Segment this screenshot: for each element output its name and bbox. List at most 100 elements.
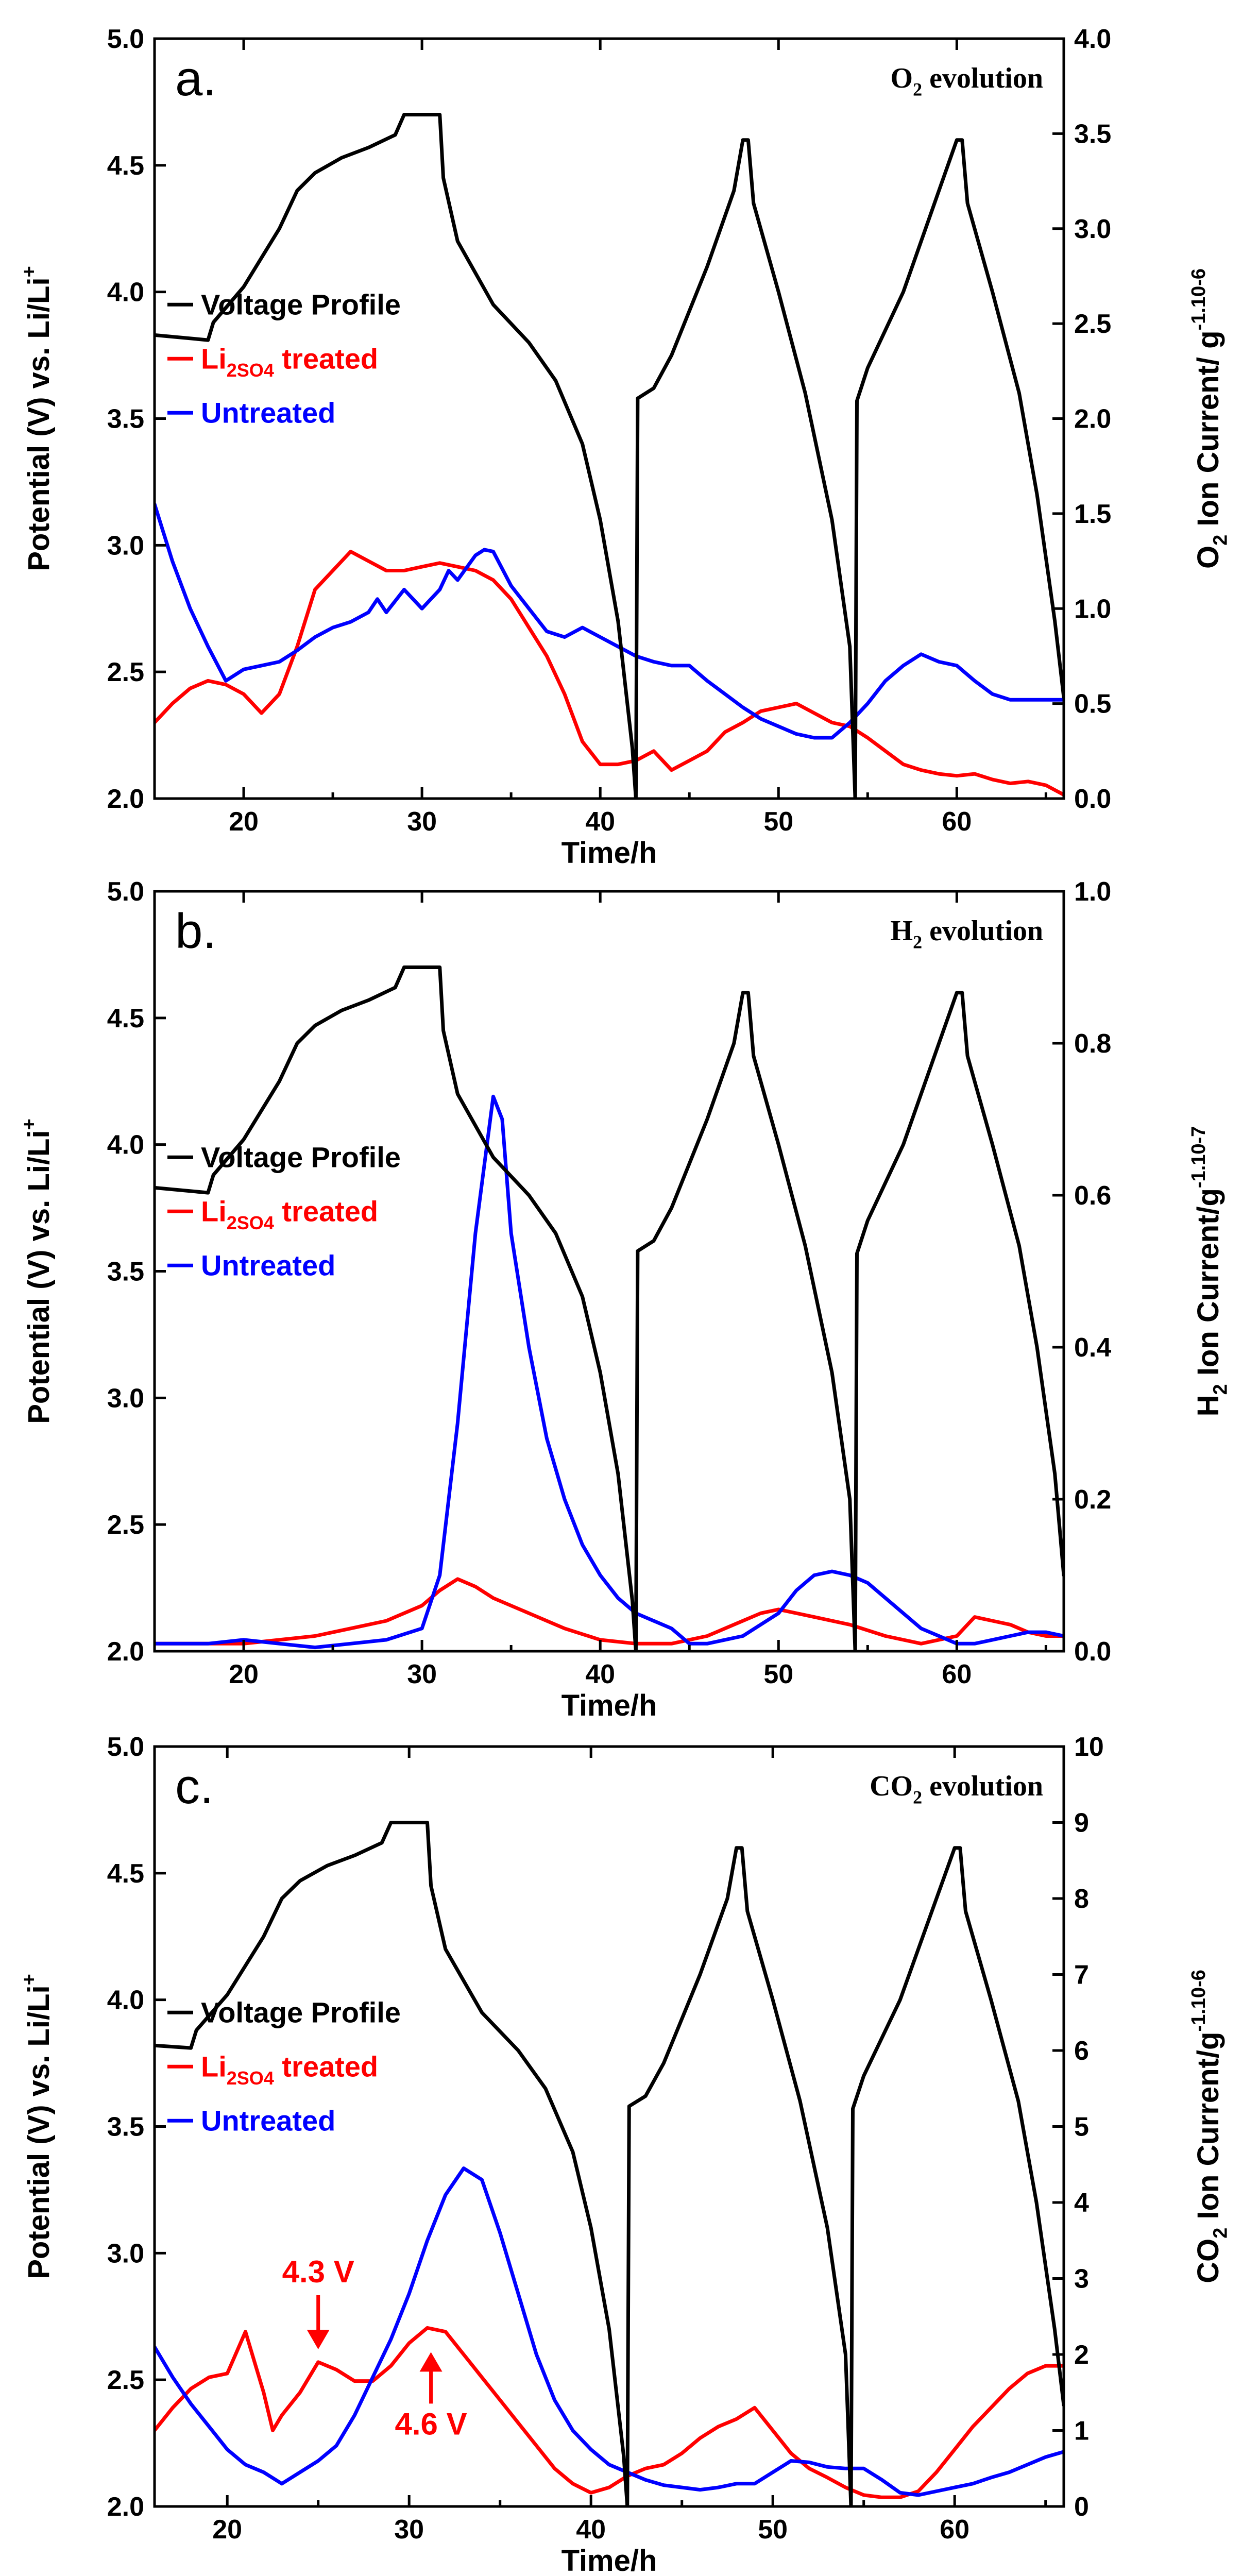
untreated-line <box>155 1094 1064 1650</box>
panel-title: CO2 evolution <box>870 1770 1043 1808</box>
chart-panel-2: 20 30 40 50 60 2.0 2.5 3.0 3.5 4.0 4.5 5.0 0.0 0.2 0.4… <box>19 877 1231 1722</box>
y-right-axis-title: H2 Ion Current/g-1.10-7 <box>1188 1126 1231 1417</box>
annotation-label: 4.6 V <box>395 2406 467 2441</box>
treated-line <box>155 1577 1064 1646</box>
y-left-tick-label: 3.0 <box>107 1383 144 1413</box>
x-tick-label: 50 <box>758 2515 788 2545</box>
y-right-tick-label: 0.0 <box>1074 1637 1111 1667</box>
panel-label: a. <box>175 51 216 106</box>
y-left-tick-label: 2.5 <box>107 2365 144 2395</box>
panel-label: c. <box>175 1759 214 1814</box>
legend-voltage-profile-label: Voltage Profile <box>201 288 401 320</box>
y-right-tick-label: 8 <box>1074 1884 1089 1914</box>
y-right-tick-label: 3 <box>1074 2264 1089 2294</box>
chart-panel-3: 20 30 40 50 60 2.0 2.5 3.0 3.5 4.0 4.5 5.0 0 1 2 3 4 5 6 7 8… <box>19 1732 1231 2576</box>
y-left-axis-title: Potential (V) vs. Li/Li+ <box>19 1974 56 2279</box>
y-left-tick-label: 3.0 <box>107 2239 144 2268</box>
y-left-tick-label: 2.5 <box>107 1510 144 1540</box>
untreated-line <box>155 502 1064 740</box>
y-right-tick-label: 1.0 <box>1074 877 1111 907</box>
y-right-tick-label: 10 <box>1074 1732 1104 1762</box>
y-right-tick-label: 3.5 <box>1074 119 1111 149</box>
x-tick-label: 50 <box>763 807 793 837</box>
y-left-tick-label: 4.0 <box>107 278 144 308</box>
y-left-tick-label: 4.0 <box>107 1986 144 2015</box>
legend-voltage-profile-label: Voltage Profile <box>201 1141 401 1173</box>
legend-untreated-label: Untreated <box>201 2104 335 2137</box>
y-left-tick-label: 5.0 <box>107 877 144 907</box>
x-axis-title: Time/h <box>562 2544 657 2576</box>
y-right-tick-label: 3.0 <box>1074 214 1111 244</box>
y-left-tick-label: 3.5 <box>107 1257 144 1287</box>
x-tick-label: 30 <box>407 1659 437 1689</box>
panel-label: b. <box>175 904 216 959</box>
y-right-tick-label: 0.5 <box>1074 689 1111 719</box>
voltage-profile-line <box>155 113 1064 799</box>
treated-line <box>155 550 1064 797</box>
y-right-tick-label: 0.6 <box>1074 1181 1111 1211</box>
y-right-tick-label: 2.0 <box>1074 404 1111 434</box>
y-right-tick-label: 6 <box>1074 2036 1089 2066</box>
panel-title: O2 evolution <box>891 62 1043 100</box>
y-left-tick-label: 5.0 <box>107 1732 144 1762</box>
x-tick-label: 40 <box>585 807 615 837</box>
panel-title: H2 evolution <box>891 915 1043 953</box>
y-right-tick-label: 0.2 <box>1074 1485 1111 1515</box>
annotation-label: 4.3 V <box>282 2255 354 2289</box>
annotation-arrow-head <box>419 2352 443 2372</box>
legend-voltage-profile-label: Voltage Profile <box>201 1996 401 2028</box>
y-right-tick-label: 0.4 <box>1074 1333 1111 1363</box>
y-left-tick-label: 4.5 <box>107 1859 144 1889</box>
y-right-tick-label: 2 <box>1074 2340 1089 2370</box>
x-tick-label: 50 <box>763 1659 793 1689</box>
y-right-tick-label: 1.0 <box>1074 594 1111 624</box>
legend-li2so4-treated-label: Li2SO4 treated <box>201 342 378 381</box>
x-tick-label: 40 <box>576 2515 606 2545</box>
legend-untreated-label: Untreated <box>201 1249 335 1281</box>
y-left-axis-title: Potential (V) vs. Li/Li+ <box>19 266 56 571</box>
y-right-axis-title: O2 Ion Current/ g-1.10-6 <box>1188 268 1231 569</box>
y-left-tick-label: 4.5 <box>107 1004 144 1033</box>
y-left-tick-label: 3.5 <box>107 404 144 434</box>
voltage-profile-line <box>155 1821 1064 2506</box>
x-axis-title: Time/h <box>562 836 657 870</box>
x-tick-label: 60 <box>942 1659 972 1689</box>
y-left-tick-label: 2.0 <box>107 1637 144 1667</box>
legend-untreated-label: Untreated <box>201 396 335 429</box>
annotation-arrow-head <box>307 2330 330 2349</box>
x-tick-label: 40 <box>585 1659 615 1689</box>
y-left-tick-label: 2.0 <box>107 2492 144 2522</box>
y-right-tick-label: 4.0 <box>1074 24 1111 54</box>
y-left-tick-label: 3.0 <box>107 531 144 561</box>
legend-li2so4-treated-label: Li2SO4 treated <box>201 1195 378 1233</box>
y-left-tick-label: 3.5 <box>107 2112 144 2142</box>
untreated-line <box>155 2166 1064 2497</box>
y-right-tick-label: 1 <box>1074 2416 1089 2446</box>
x-tick-label: 20 <box>229 1659 259 1689</box>
voltage-profile-line <box>155 965 1064 1651</box>
y-right-tick-label: 4 <box>1074 2188 1089 2218</box>
x-tick-label: 20 <box>229 807 259 837</box>
x-axis-title: Time/h <box>562 1689 657 1722</box>
y-right-tick-label: 0.8 <box>1074 1029 1111 1059</box>
treated-line <box>155 2326 1064 2499</box>
legend-li2so4-treated-label: Li2SO4 treated <box>201 2050 378 2089</box>
y-left-tick-label: 5.0 <box>107 24 144 54</box>
x-tick-label: 20 <box>212 2515 242 2545</box>
x-tick-label: 60 <box>942 807 972 837</box>
chart-panel-1: 20 30 40 50 60 2.0 2.5 3.0 3.5 4.0 4.5 5.0 0.0 0.5 1.0… <box>19 24 1231 870</box>
x-tick-label: 60 <box>940 2515 969 2545</box>
y-left-tick-label: 4.0 <box>107 1130 144 1160</box>
x-tick-label: 30 <box>394 2515 424 2545</box>
y-right-tick-label: 0.0 <box>1074 784 1111 814</box>
y-right-tick-label: 7 <box>1074 1960 1089 1990</box>
y-right-tick-label: 5 <box>1074 2112 1089 2142</box>
y-right-tick-label: 0 <box>1074 2492 1089 2522</box>
y-right-tick-label: 2.5 <box>1074 309 1111 339</box>
y-left-axis-title: Potential (V) vs. Li/Li+ <box>19 1118 56 1424</box>
y-right-tick-label: 9 <box>1074 1808 1089 1838</box>
y-right-tick-label: 1.5 <box>1074 499 1111 529</box>
y-left-tick-label: 2.0 <box>107 784 144 814</box>
x-tick-label: 30 <box>407 807 437 837</box>
